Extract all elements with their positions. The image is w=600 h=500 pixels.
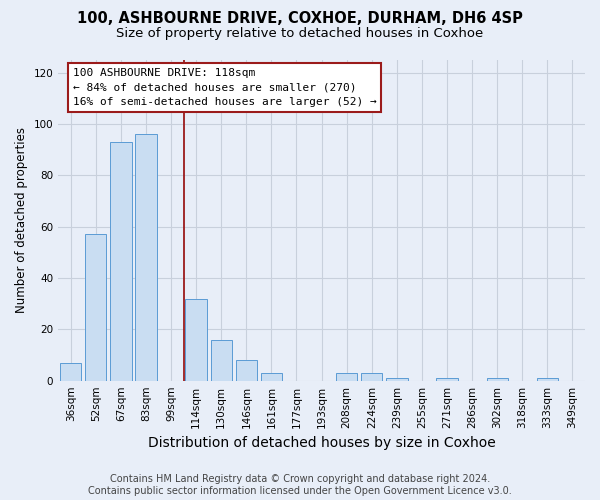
Bar [261, 373, 282, 380]
Bar [361, 373, 382, 380]
Bar [110, 142, 131, 380]
Bar [386, 378, 407, 380]
Text: 100 ASHBOURNE DRIVE: 118sqm
← 84% of detached houses are smaller (270)
16% of se: 100 ASHBOURNE DRIVE: 118sqm ← 84% of det… [73, 68, 376, 108]
Bar [60, 362, 82, 380]
Bar [336, 373, 358, 380]
Text: 100, ASHBOURNE DRIVE, COXHOE, DURHAM, DH6 4SP: 100, ASHBOURNE DRIVE, COXHOE, DURHAM, DH… [77, 11, 523, 26]
Bar [85, 234, 106, 380]
Text: Size of property relative to detached houses in Coxhoe: Size of property relative to detached ho… [116, 28, 484, 40]
Bar [236, 360, 257, 380]
Bar [185, 298, 207, 380]
Bar [136, 134, 157, 380]
Bar [436, 378, 458, 380]
Bar [487, 378, 508, 380]
Bar [211, 340, 232, 380]
X-axis label: Distribution of detached houses by size in Coxhoe: Distribution of detached houses by size … [148, 436, 496, 450]
Bar [537, 378, 558, 380]
Text: Contains HM Land Registry data © Crown copyright and database right 2024.
Contai: Contains HM Land Registry data © Crown c… [88, 474, 512, 496]
Y-axis label: Number of detached properties: Number of detached properties [15, 128, 28, 314]
